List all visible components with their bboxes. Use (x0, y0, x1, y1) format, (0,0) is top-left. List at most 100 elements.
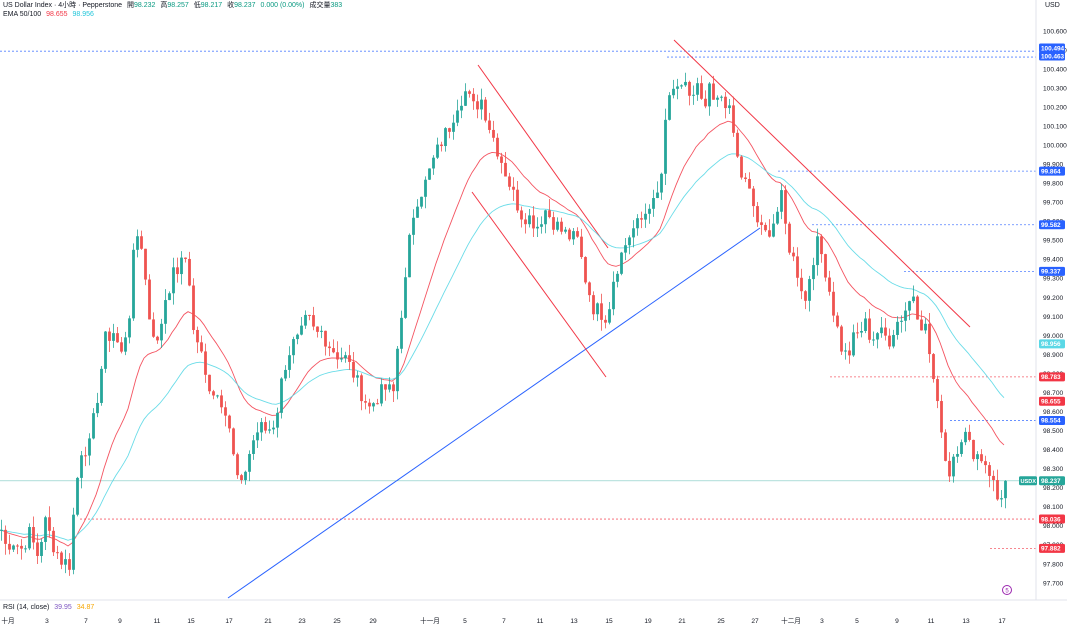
price-tag-bg (1039, 339, 1065, 349)
candle-body (580, 236, 583, 258)
ohlc-high-key: 高 (160, 2, 168, 9)
currency-label: USD (1045, 2, 1060, 9)
candle-body (80, 455, 83, 478)
candle-body (684, 81, 687, 86)
price-tick-label: 98.600 (1043, 409, 1064, 416)
candle-body (720, 96, 723, 98)
candle-body (116, 333, 119, 343)
candle-body (360, 375, 363, 402)
price-tick-label: 97.800 (1043, 561, 1064, 568)
candle-body (332, 348, 335, 353)
symbol-title[interactable]: US Dollar Index · 4小時 · Pepperstone (3, 2, 123, 9)
candle-body (964, 431, 967, 443)
candle-body (456, 110, 459, 123)
current-price-label: 98.237 (1041, 478, 1061, 485)
candle-body (244, 471, 247, 481)
candle-body (0, 529, 3, 531)
price-tick-label: 99.800 (1043, 181, 1064, 188)
candle-body (672, 88, 675, 96)
candle-body (712, 83, 715, 100)
candle-body (540, 224, 543, 227)
price-tag: 98.036 (1039, 514, 1065, 524)
candle-body (320, 330, 323, 332)
candle-body (392, 384, 395, 392)
candle-body (748, 178, 751, 189)
candle-body (428, 168, 431, 180)
candle-body (560, 221, 563, 232)
candle-body (764, 224, 767, 231)
candle-body (788, 223, 791, 253)
rsi-value-2: 34.87 (76, 604, 95, 611)
candle-body (576, 231, 579, 237)
candle-body (68, 559, 71, 570)
ohlc-close-value: 98.237 (234, 2, 256, 9)
candle-body (108, 331, 111, 341)
price-tag-label: 98.783 (1041, 374, 1061, 381)
candle-body (768, 230, 771, 237)
ema-legend-label[interactable]: EMA 50/100 (3, 11, 42, 18)
candle-body (8, 543, 11, 550)
candle-body (868, 318, 871, 340)
candle-body (732, 105, 735, 133)
candle-body (904, 310, 907, 321)
candle-body (112, 333, 115, 341)
candle-body (852, 332, 855, 356)
candle-body (968, 431, 971, 440)
time-tick-label: 3 (45, 618, 49, 625)
candle-body (648, 208, 651, 214)
candle-body (128, 318, 131, 338)
ohlc-open-value: 98.232 (134, 2, 156, 9)
time-tick-label: 21 (264, 618, 272, 625)
candle-body (300, 325, 303, 335)
candle-body (916, 296, 919, 320)
candle-body (976, 454, 979, 460)
price-tag-label: 98.554 (1041, 418, 1061, 425)
candle-body (612, 281, 615, 310)
rsi-legend: RSI (14, close) 39.95 34.87 (3, 603, 97, 612)
candle-body (480, 99, 483, 110)
price-tick-label: 99.000 (1043, 333, 1064, 340)
candle-body (716, 97, 719, 100)
candle-body (1004, 480, 1007, 499)
price-tick-label: 99.200 (1043, 295, 1064, 302)
channel-top-line (477, 64, 609, 249)
drawing-lines[interactable] (227, 39, 971, 599)
candle-body (40, 541, 43, 556)
candle-body (500, 156, 503, 163)
candle-body (348, 355, 351, 362)
price-tag: 99.582 (1039, 220, 1065, 230)
candle-body (444, 128, 447, 147)
candle-body (316, 326, 319, 332)
candle-body (548, 210, 551, 218)
candle-body (472, 93, 475, 102)
rsi-label[interactable]: RSI (14, close) (3, 604, 50, 611)
current-symbol-label: USDX (1021, 479, 1037, 485)
price-tick-label: 98.500 (1043, 428, 1064, 435)
events-marker[interactable]: 5 (1002, 585, 1012, 595)
candle-body (524, 219, 527, 225)
price-tag-label: 98.655 (1041, 399, 1061, 406)
time-axis[interactable]: 十月 3 7 9 11 15 17 21 23 25 29 十一月 5 7 11 13 15 19 21 25 27 十二… (1, 616, 1006, 625)
price-tag-bg (1039, 514, 1065, 524)
channel-bottom-line (471, 191, 607, 378)
price-tick-label: 99.500 (1043, 238, 1064, 245)
events-marker-label: 5 (1005, 588, 1009, 594)
ema-legend: EMA 50/100 98.655 98.956 (3, 10, 97, 19)
candle-body (844, 350, 847, 352)
time-tick-label: 5 (463, 618, 467, 625)
price-tag: 98.655 (1039, 396, 1065, 406)
candle-body (872, 339, 875, 341)
candle-body (984, 461, 987, 466)
candle-body (32, 527, 35, 543)
candle-body (676, 86, 679, 89)
price-tag-bg (1039, 43, 1065, 53)
candle-body (856, 332, 859, 334)
price-tag-bg (1039, 396, 1065, 406)
time-tick-label: 19 (644, 618, 652, 625)
candle-body (216, 395, 219, 397)
candle-body (372, 403, 375, 407)
ohlc-high-value: 98.257 (167, 2, 189, 9)
candle-body (956, 453, 959, 457)
time-tick-label: 7 (84, 618, 88, 625)
